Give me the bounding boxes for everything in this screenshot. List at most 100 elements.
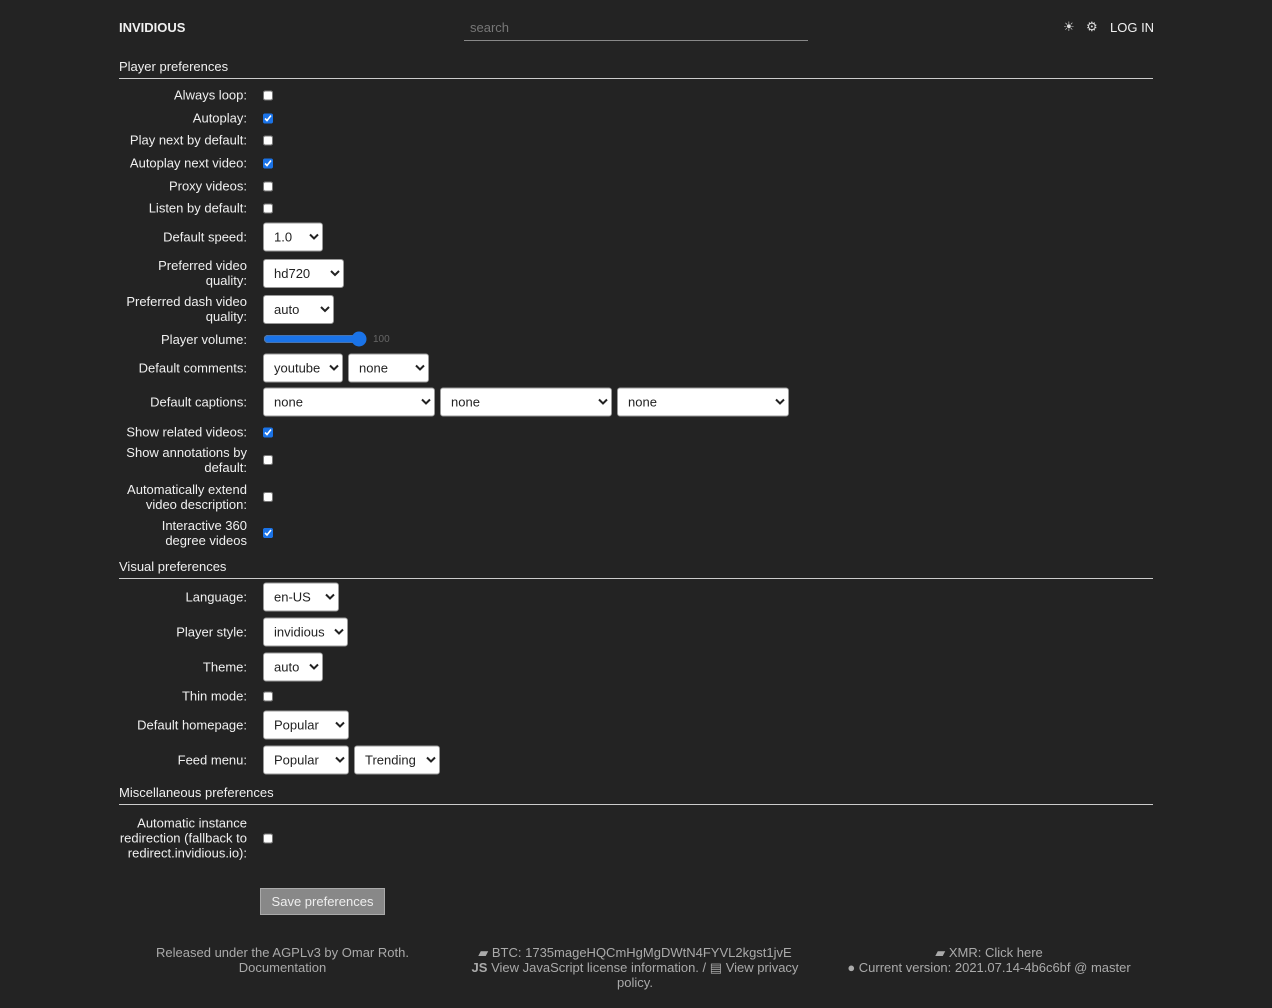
row-captions: Default captions: none none none (119, 387, 794, 417)
volume-value: 100 (373, 333, 390, 345)
row-quality: Preferred video quality: hd720 (119, 258, 349, 288)
thin-mode-checkbox[interactable] (263, 691, 273, 701)
captions-select-2[interactable]: none (440, 387, 612, 417)
listen-checkbox[interactable] (263, 203, 273, 213)
homepage-select[interactable]: Popular (263, 710, 349, 740)
label: Player style: (176, 624, 247, 640)
captions-select-3[interactable]: none (617, 387, 789, 417)
wallet-icon: ▰ (935, 945, 949, 960)
row-volume: Player volume: 100 (119, 331, 390, 347)
logo[interactable]: INVIDIOUS (119, 20, 186, 35)
feed-menu-select-1[interactable]: Popular (263, 745, 349, 775)
row-language: Language: en-US (119, 582, 344, 612)
autoplay-checkbox[interactable] (263, 113, 273, 123)
row-autoplay-next: Autoplay next video: (119, 156, 273, 171)
section-player: Player preferences (119, 59, 1153, 79)
label: Play next by default: (129, 132, 247, 148)
label: Proxy videos: (168, 178, 247, 194)
section-misc: Miscellaneous preferences (119, 785, 1153, 805)
label: Default captions: (150, 394, 247, 410)
feed-menu-select-2[interactable]: Trending (354, 745, 440, 775)
label: Default homepage: (137, 717, 247, 733)
settings-icon[interactable]: ⚙ (1086, 19, 1098, 34)
js-license-link[interactable]: View JavaScript license information. (491, 960, 699, 975)
login-link[interactable]: LOG IN (1110, 20, 1155, 35)
related-checkbox[interactable] (263, 427, 273, 437)
theme-toggle-icon[interactable]: ☀ (1063, 19, 1075, 34)
label: Autoplay next video: (129, 155, 247, 171)
row-360: Interactive 360 degree videos (119, 518, 273, 548)
player-style-select[interactable]: invidious (263, 617, 348, 647)
search-input[interactable] (464, 14, 808, 41)
row-listen: Listen by default: (119, 201, 273, 216)
redirect-checkbox[interactable] (263, 833, 273, 843)
label: Listen by default: (148, 200, 247, 216)
footer-right: ▰ XMR: Click here ● Current version: 202… (835, 945, 1143, 975)
document-icon: ▤ (709, 960, 726, 975)
row-autoplay: Autoplay: (119, 111, 273, 126)
speed-select[interactable]: 1.0 (263, 222, 323, 252)
wallet-icon: ▰ (478, 945, 492, 960)
row-feed-menu: Feed menu: Popular Trending (119, 745, 445, 775)
label: Show annotations by default: (126, 445, 247, 475)
row-theme: Theme: auto (119, 652, 328, 682)
row-comments: Default comments: youtube none (119, 353, 434, 383)
label: Player volume: (161, 331, 247, 347)
label: Theme: (202, 659, 247, 675)
label: Autoplay: (192, 110, 247, 126)
privacy-link[interactable]: View privacy policy. (617, 960, 799, 990)
row-play-next: Play next by default: (119, 133, 273, 148)
quality-select[interactable]: hd720 (263, 258, 344, 288)
label: Feed menu: (177, 752, 247, 768)
comments-select-1[interactable]: youtube (263, 353, 343, 383)
documentation-link[interactable]: Documentation (238, 960, 327, 975)
label: Preferred dash video quality: (126, 294, 247, 324)
dash-quality-select[interactable]: auto (263, 294, 334, 324)
row-thin-mode: Thin mode: (119, 689, 273, 704)
row-annotations: Show annotations by default: (119, 445, 273, 475)
license-text: Released under the AGPLv3 by Omar Roth. (156, 945, 409, 960)
annotations-checkbox[interactable] (263, 455, 273, 465)
version-link[interactable]: Current version: 2021.07.14-4b6c6bf @ ma… (858, 960, 1131, 975)
label: Automatic instance redirection (fallback… (119, 815, 247, 861)
label: Show related videos: (126, 424, 247, 440)
separator: / (702, 960, 707, 975)
autoplay-next-checkbox[interactable] (263, 158, 273, 168)
row-extend-desc: Automatically extend video description: (119, 482, 273, 512)
label: Always loop: (174, 87, 247, 103)
label: Language: (185, 589, 247, 605)
row-redirect: Automatic instance redirection (fallback… (119, 816, 273, 861)
language-select[interactable]: en-US (263, 582, 339, 612)
row-speed: Default speed: 1.0 (119, 222, 328, 252)
label: Preferred video quality: (158, 258, 247, 288)
github-icon: ● (847, 960, 859, 975)
row-dash-quality: Preferred dash video quality: auto (119, 294, 339, 324)
js-icon: JS (471, 960, 492, 975)
row-always-loop: Always loop: (119, 88, 273, 103)
btc-address: BTC: 1735mageHQCmHgMgDWtN4FYVL2kgst1jvE (491, 945, 792, 960)
row-homepage: Default homepage: Popular (119, 710, 354, 740)
label: Thin mode: (181, 688, 247, 704)
section-visual: Visual preferences (119, 559, 1153, 579)
play-next-checkbox[interactable] (263, 135, 273, 145)
label: Automatically extend video description: (127, 482, 247, 512)
save-preferences-button[interactable]: Save preferences (260, 888, 385, 915)
proxy-checkbox[interactable] (263, 181, 273, 191)
theme-select[interactable]: auto (263, 652, 323, 682)
vr360-checkbox[interactable] (263, 528, 273, 538)
footer-left: Released under the AGPLv3 by Omar Roth. … (150, 945, 415, 975)
label: Interactive 360 degree videos (161, 518, 247, 548)
comments-select-2[interactable]: none (348, 353, 429, 383)
row-related: Show related videos: (119, 425, 273, 440)
always-loop-checkbox[interactable] (263, 90, 273, 100)
volume-slider[interactable] (263, 331, 367, 347)
row-proxy: Proxy videos: (119, 179, 273, 194)
xmr-link[interactable]: XMR: Click here (948, 945, 1043, 960)
label: Default comments: (138, 360, 247, 376)
extend-desc-checkbox[interactable] (263, 492, 273, 502)
label: Default speed: (163, 229, 247, 245)
captions-select-1[interactable]: none (263, 387, 435, 417)
footer-middle: ▰ BTC: 1735mageHQCmHgMgDWtN4FYVL2kgst1jv… (470, 945, 800, 990)
row-player-style: Player style: invidious (119, 617, 353, 647)
